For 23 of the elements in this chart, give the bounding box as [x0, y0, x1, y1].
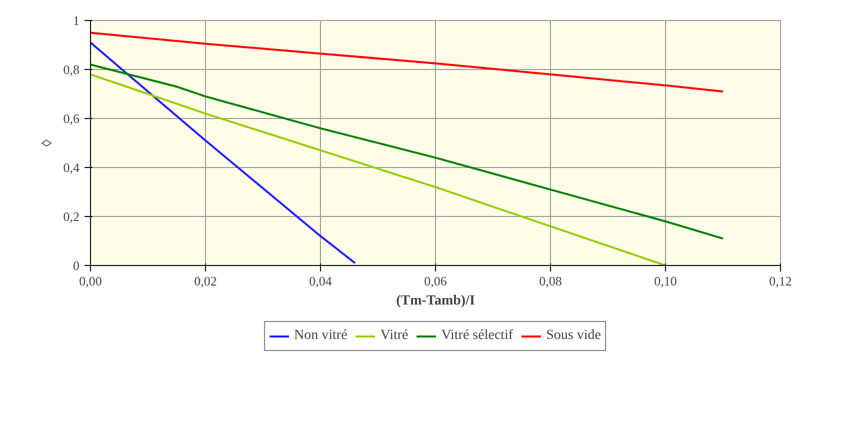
line-series [90, 64, 724, 240]
y-tick-label: 1 [73, 13, 80, 28]
legend-label: Vitré [380, 328, 408, 344]
y-tick-label: 0 [73, 258, 80, 273]
x-tick-label: 0,12 [769, 274, 792, 288]
y-tick-label: 0,2 [63, 209, 80, 224]
x-tick-label: 0,02 [194, 274, 217, 288]
legend-label: Sous vide [546, 328, 601, 344]
x-tick-label: 0,06 [424, 274, 448, 288]
y-tick-label: 0,8 [63, 62, 80, 77]
line-series [90, 73, 666, 266]
x-axis-title: (Tm-Tamb)/I [396, 294, 475, 308]
x-tick-label: 0,10 [654, 274, 677, 288]
line-series [90, 32, 724, 93]
legend-label: Non vitré [294, 328, 348, 344]
x-tick-label: 0,08 [539, 274, 562, 288]
line-series [90, 42, 356, 264]
x-tick-label: 0,00 [79, 274, 102, 288]
legend-label: Vitré sélectif [441, 328, 514, 344]
y-tick-label: 0,4 [63, 160, 80, 175]
y-axis-title: ◊ [40, 139, 56, 146]
y-tick-label: 0,6 [63, 111, 80, 126]
x-tick-label: 0,04 [309, 274, 332, 288]
